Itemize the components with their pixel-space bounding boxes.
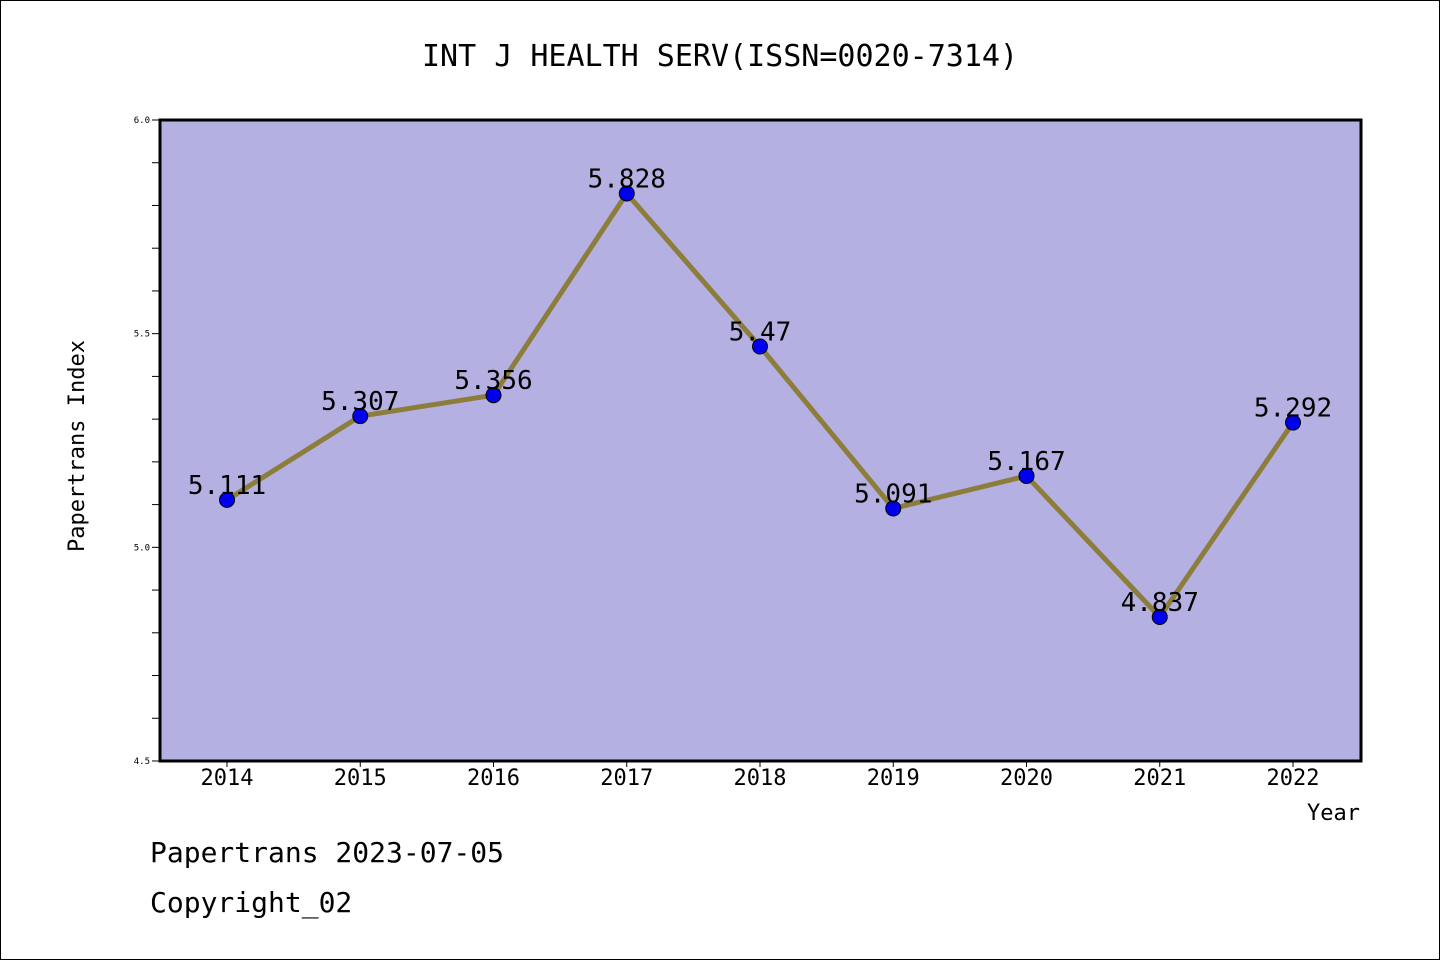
x-tick-label: 2021 (1133, 766, 1186, 791)
x-tick-label: 2014 (201, 766, 254, 791)
data-point (352, 408, 369, 425)
footer-copyright: Copyright_02 (150, 886, 353, 919)
data-label: 5.356 (454, 366, 532, 396)
y-axis: 4.5 5.0 5.5 6.0 (134, 116, 160, 767)
data-point (618, 185, 635, 202)
data-point (485, 387, 502, 404)
data-label: 5.307 (321, 387, 399, 417)
y-axis-title: Papertrans Index (65, 340, 90, 552)
footer-date: Papertrans 2023-07-05 (150, 836, 505, 869)
data-label: 5.828 (588, 165, 666, 195)
x-axis: 2014 2015 2016 2017 2018 2019 2020 2021 2022 (201, 761, 1320, 791)
x-tick-label: 2022 (1267, 766, 1320, 791)
data-point (752, 338, 768, 355)
y-tick-label: 5.0 (134, 543, 150, 553)
x-tick-label: 2019 (867, 766, 920, 791)
data-point (1285, 414, 1301, 431)
x-tick-label: 2020 (1000, 766, 1053, 791)
data-label: 5.47 (729, 317, 792, 347)
y-tick-label: 4.5 (134, 757, 150, 767)
chart-title: INT J HEALTH SERV(ISSN=0020-7314) (422, 39, 1018, 74)
data-point (885, 500, 902, 517)
x-tick-label: 2016 (467, 766, 520, 791)
data-point (1151, 608, 1168, 625)
x-axis-title: Year (1307, 801, 1360, 826)
data-point (219, 491, 235, 508)
data-label: 5.111 (188, 471, 266, 501)
data-label: 5.292 (1254, 394, 1332, 424)
series-group: 5.111 5.307 5.356 5.828 5.47 5.091 5.167 4.837 5… (188, 165, 1332, 625)
plot-area (158, 118, 1363, 763)
data-point (1018, 467, 1035, 484)
data-label: 5.167 (987, 447, 1065, 477)
data-label: 4.837 (1121, 588, 1199, 618)
x-tick-label: 2017 (600, 766, 653, 791)
data-label: 5.091 (854, 479, 932, 509)
x-tick-label: 2015 (334, 766, 387, 791)
y-tick-label: 6.0 (134, 116, 150, 126)
x-tick-label: 2018 (734, 766, 787, 791)
y-tick-label: 5.5 (134, 330, 150, 340)
